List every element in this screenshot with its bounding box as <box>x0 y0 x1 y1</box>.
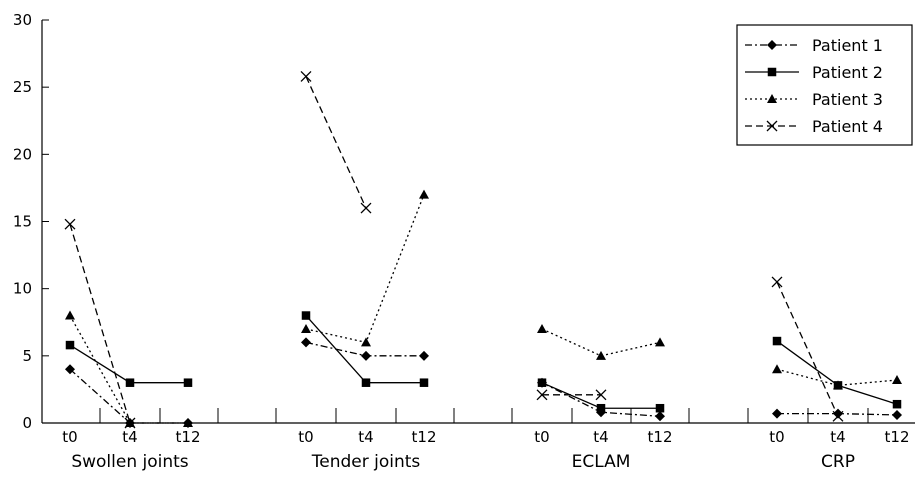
y-tick-label: 20 <box>13 145 32 163</box>
x-tick-label: t0 <box>62 428 77 446</box>
data-point-x <box>771 276 783 288</box>
data-point-square <box>419 378 429 387</box>
x-tick-label: t4 <box>122 428 137 446</box>
series-line <box>69 368 188 424</box>
legend-label: Patient 2 <box>812 63 883 82</box>
series-4 <box>64 70 844 429</box>
data-point-square <box>65 340 75 350</box>
x-tick-label: t4 <box>358 428 373 446</box>
data-point-square <box>772 336 782 346</box>
y-tick-label: 0 <box>22 414 32 432</box>
data-point-triangle <box>833 380 843 390</box>
x-tick-label: t0 <box>298 428 313 446</box>
x-tick-label: t0 <box>769 428 784 446</box>
x-tick-label: t4 <box>593 428 608 446</box>
x-tick-label: t12 <box>648 428 673 446</box>
data-point-x <box>766 120 778 132</box>
data-point-square <box>361 378 371 387</box>
data-point-triangle <box>301 323 311 333</box>
data-point-x <box>300 70 312 82</box>
data-point-square <box>767 67 777 77</box>
data-point-square <box>125 378 135 387</box>
data-point-square <box>183 378 193 387</box>
y-tick-label: 30 <box>13 11 32 29</box>
data-point-diamond <box>301 337 311 348</box>
group-label: Tender joints <box>311 452 421 472</box>
data-point-x <box>832 410 844 422</box>
series-line <box>69 315 188 424</box>
legend-label: Patient 4 <box>812 117 883 136</box>
data-point-triangle <box>65 310 75 320</box>
x-tick-label: t12 <box>176 428 201 446</box>
series-line <box>776 368 898 387</box>
legend: Patient 1 Patient 2 Patient 3 Patient 4 <box>736 24 913 146</box>
x-tick-label: t0 <box>534 428 549 446</box>
y-tick-label: 10 <box>13 280 32 298</box>
legend-label: Patient 3 <box>812 90 883 109</box>
series-line <box>69 223 131 424</box>
series-3 <box>65 189 902 427</box>
data-point-diamond <box>655 411 665 422</box>
data-point-triangle <box>767 94 777 103</box>
data-point-square <box>596 403 606 413</box>
data-point-triangle <box>596 350 606 360</box>
data-point-diamond <box>767 40 777 50</box>
data-point-triangle <box>537 323 547 333</box>
data-point-diamond <box>892 409 902 420</box>
data-point-square <box>892 399 902 409</box>
series-2 <box>65 311 902 413</box>
data-point-x <box>124 417 136 429</box>
series-line <box>541 328 661 357</box>
data-point-square <box>301 311 311 320</box>
data-point-triangle <box>892 375 902 385</box>
data-point-diamond <box>833 408 843 419</box>
group-label: Swollen joints <box>71 452 188 472</box>
data-point-diamond <box>419 350 429 361</box>
x-tick-label: t12 <box>885 428 910 446</box>
data-point-triangle <box>655 337 665 347</box>
y-tick-label: 15 <box>13 213 32 231</box>
data-point-x <box>360 202 372 214</box>
series-line <box>305 194 425 344</box>
series-line <box>305 76 367 209</box>
data-point-square <box>655 403 665 413</box>
data-point-triangle <box>183 418 193 427</box>
y-tick-label: 5 <box>22 347 32 365</box>
data-point-diamond <box>772 408 782 419</box>
axes: 0 5 10 15 20 25 30 t0 t4 t12 Swollen joints t0 t4 t12… <box>13 11 915 472</box>
data-point-triangle <box>772 364 782 374</box>
data-point-x <box>64 218 76 230</box>
legend-label: Patient 1 <box>812 36 883 55</box>
group-label: CRP <box>821 452 855 472</box>
series-line <box>69 344 188 384</box>
data-point-diamond <box>361 350 371 361</box>
series-line <box>305 315 424 384</box>
x-tick-label: t12 <box>412 428 437 446</box>
x-tick-label: t4 <box>830 428 845 446</box>
data-point-triangle <box>419 189 429 199</box>
series-line <box>776 340 898 405</box>
series-layer <box>64 70 902 429</box>
data-point-triangle <box>361 337 371 347</box>
series-line <box>776 281 839 417</box>
data-point-x <box>595 389 607 401</box>
y-tick-label: 25 <box>13 78 32 96</box>
data-point-diamond <box>65 364 75 375</box>
data-point-square <box>537 378 547 387</box>
group-label: ECLAM <box>572 452 631 472</box>
data-point-x <box>536 389 548 401</box>
